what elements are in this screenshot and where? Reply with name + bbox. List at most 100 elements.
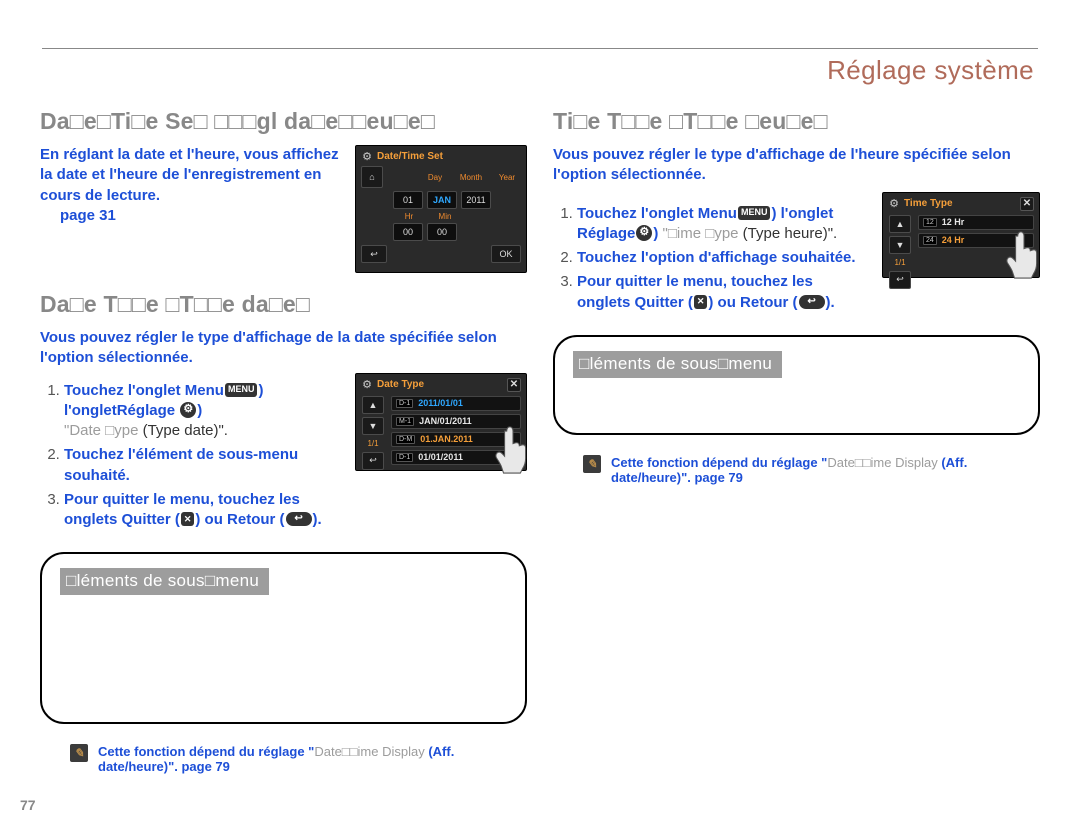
gear-icon: ⚙ — [361, 379, 373, 391]
step2-a: Touchez l'élément de sous-menu souhaité. — [64, 446, 298, 483]
cell-month[interactable]: JAN — [427, 191, 457, 209]
fn-grey: Date□□ime Display — [827, 455, 937, 470]
txt: 01/01/2011 — [418, 452, 463, 462]
time-type-submenu-box: □léments de sous□menu — [553, 335, 1040, 435]
lcd-date-type: ⚙ Date Type ✕ ▲ ▼ 1/1 ↩ D-1 2011/01/01 — [355, 373, 527, 471]
two-columns: Da□e□Ti□e Se□ □□□gl da□e□□eu□e□ En régla… — [40, 104, 1040, 774]
section-date-type-title: Da□e T□□e □T□□e da□e□ — [40, 291, 527, 318]
list-item[interactable]: M-1 JAN/01/2011 — [391, 414, 521, 429]
step-3: Pour quitter le menu, touchez les onglet… — [577, 272, 868, 313]
menu-chip: MENU — [225, 383, 258, 397]
down-icon[interactable]: ▼ — [362, 417, 384, 435]
date-type-steps: Touchez l'onglet MenuMENU) l'ongletRégla… — [40, 377, 341, 535]
datetime-set-intro-row: En réglant la date et l'heure, vous affi… — [40, 145, 527, 273]
tag: 24 — [923, 236, 937, 245]
txt: JAN/01/2011 — [419, 416, 472, 426]
down-icon[interactable]: ▼ — [889, 236, 911, 254]
lcd-time-type: ⚙ Time Type ✕ ▲ ▼ 1/1 ↩ 12 12 Hr — [882, 192, 1040, 278]
tag: D-M — [396, 435, 415, 444]
lbl-min: Min — [429, 212, 461, 221]
list-item[interactable]: 12 12 Hr — [918, 215, 1034, 230]
menu-chip: MENU — [738, 206, 771, 220]
footnote-right: ✎ Cette fonction dépend du réglage "Date… — [583, 455, 1040, 485]
list-item[interactable]: D-1 2011/01/01 — [391, 396, 521, 411]
page-number: 77 — [20, 797, 36, 813]
close-chip: ✕ — [694, 295, 708, 309]
step3-b: ) ou Retour ( — [195, 511, 284, 528]
section-datetime-set-title: Da□e□Ti□e Se□ □□□gl da□e□□eu□e□ — [40, 108, 527, 135]
step3-c: ). — [826, 294, 835, 311]
lcd-dtype-page: 1/1 — [362, 439, 384, 448]
cell-hr[interactable]: 00 — [393, 223, 423, 241]
cell-year[interactable]: 2011 — [461, 191, 491, 209]
step-1: Touchez l'onglet MenuMENU) l'onglet Régl… — [577, 204, 868, 245]
txt: 01.JAN.2011 — [420, 434, 473, 444]
home-icon[interactable]: ⌂ — [361, 166, 383, 188]
note-icon: ✎ — [70, 744, 88, 762]
date-type-steps-row: Touchez l'onglet MenuMENU) l'ongletRégla… — [40, 369, 527, 535]
tag: D-1 — [396, 399, 413, 408]
step3-c: ). — [313, 511, 322, 528]
lcd-ttype-title: Time Type — [904, 198, 1016, 209]
lbl-year: Year — [491, 173, 523, 182]
date-type-submenu-box: □léments de sous□menu — [40, 552, 527, 724]
fn-pre: Cette fonction dépend du réglage " — [98, 744, 314, 759]
lbl-month: Month — [455, 173, 487, 182]
lbl-day: Day — [419, 173, 451, 182]
page-root: Réglage système Da□e□Ti□e Se□ □□□gl da□e… — [0, 0, 1080, 827]
close-icon[interactable]: ✕ — [507, 378, 521, 392]
footnote-text: Cette fonction dépend du réglage "Date□□… — [611, 455, 1040, 485]
step-3: Pour quitter le menu, touchez les onglet… — [64, 490, 341, 531]
step-2: Touchez l'option d'affichage souhaitée. — [577, 248, 868, 268]
submenu-heading: □léments de sous□menu — [60, 568, 269, 595]
step-1: Touchez l'onglet MenuMENU) l'ongletRégla… — [64, 381, 341, 442]
txt: 12 Hr — [942, 217, 965, 227]
return-chip: ↩ — [286, 512, 312, 526]
gear-icon: ⚙ — [888, 198, 900, 210]
page-header: Réglage système — [40, 55, 1040, 86]
step1-black: (Type date)". — [138, 422, 228, 439]
submenu-heading: □léments de sous□menu — [573, 351, 782, 378]
right-column: Ti□e T□□e □T□□e □eu□e□ Vous pouvez régle… — [553, 104, 1040, 774]
txt: 2011/01/01 — [418, 398, 463, 408]
back-icon[interactable]: ↩ — [889, 271, 911, 289]
up-icon[interactable]: ▲ — [889, 215, 911, 233]
list-item[interactable]: D-1 01/01/2011 — [391, 450, 521, 465]
lbl-hr: Hr — [393, 212, 425, 221]
step3-b: ) ou Retour ( — [708, 294, 797, 311]
gear-chip: ⚙ — [180, 402, 196, 418]
step1-a: Touchez l'onglet Menu — [64, 382, 224, 399]
cell-day[interactable]: 01 — [393, 191, 423, 209]
section-time-type-title: Ti□e T□□e □T□□e □eu□e□ — [553, 108, 1040, 135]
rule-top — [42, 48, 1038, 49]
back-icon[interactable]: ↩ — [361, 245, 387, 263]
lcd-ttype-nav: ▲ ▼ 1/1 ↩ — [889, 215, 911, 289]
return-chip: ↩ — [799, 295, 825, 309]
step2-a: Touchez l'option d'affichage souhaitée. — [577, 249, 856, 266]
close-chip: ✕ — [181, 512, 195, 526]
footnote-text: Cette fonction dépend du réglage "Date□□… — [98, 744, 527, 774]
step1-grey: "Date □ype — [64, 422, 138, 439]
close-icon[interactable]: ✕ — [1020, 197, 1034, 211]
step1-b: l'ongletRéglage — [64, 402, 179, 419]
lcd-ttype-page: 1/1 — [889, 258, 911, 267]
datetime-set-intro: En réglant la date et l'heure, vous affi… — [40, 145, 343, 226]
lcd-dts-title: Date/Time Set — [377, 151, 521, 162]
list-item[interactable]: 24 24 Hr — [918, 233, 1034, 248]
list-item[interactable]: D-M 01.JAN.2011 — [391, 432, 521, 447]
time-type-steps-row: Touchez l'onglet MenuMENU) l'onglet Régl… — [553, 192, 1040, 317]
time-type-intro: Vous pouvez régler le type d'affichage d… — [553, 145, 1040, 186]
back-icon[interactable]: ↩ — [362, 452, 384, 470]
lcd-datetime-set: ⚙ Date/Time Set ⌂ Day Month Year — [355, 145, 527, 273]
lcd-dtype-nav: ▲ ▼ 1/1 ↩ — [362, 396, 384, 470]
step1-black: (Type heure)". — [739, 225, 838, 242]
ok-button[interactable]: OK — [491, 245, 521, 263]
gear-chip: ⚙ — [636, 225, 652, 241]
tag: D-1 — [396, 453, 413, 462]
cell-min[interactable]: 00 — [427, 223, 457, 241]
step1-grey: "□ime □ype — [663, 225, 739, 242]
left-column: Da□e□Ti□e Se□ □□□gl da□e□□eu□e□ En régla… — [40, 104, 527, 774]
time-type-steps: Touchez l'onglet MenuMENU) l'onglet Régl… — [553, 200, 868, 317]
note-icon: ✎ — [583, 455, 601, 473]
up-icon[interactable]: ▲ — [362, 396, 384, 414]
